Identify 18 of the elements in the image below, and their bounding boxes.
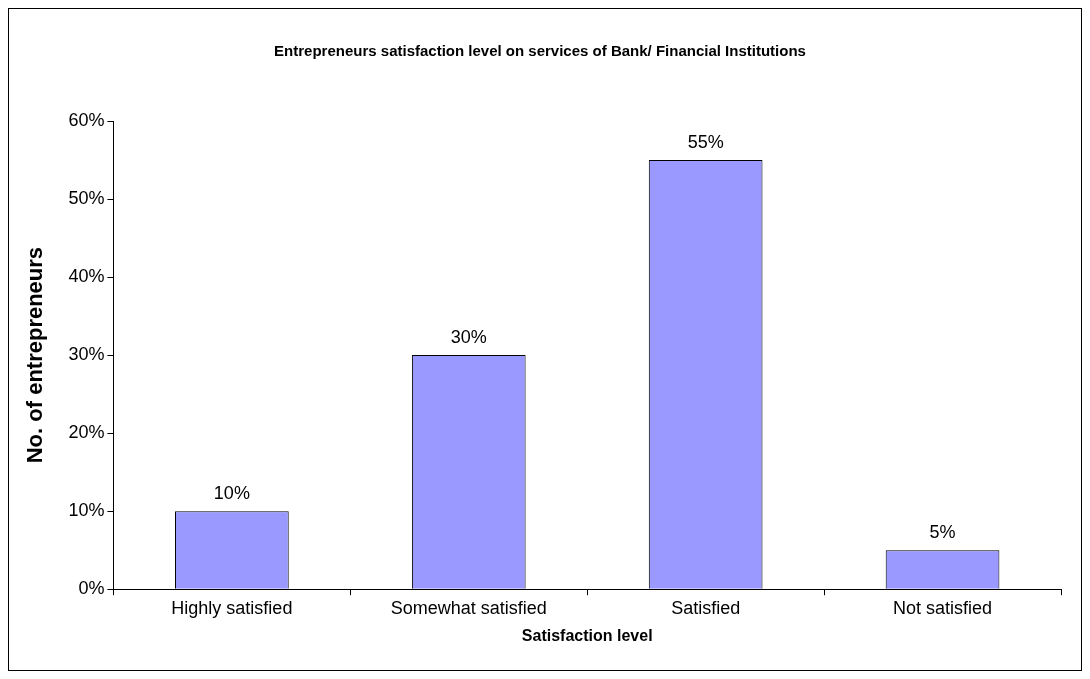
data-label: 5%: [929, 522, 956, 543]
data-label: 30%: [450, 327, 487, 348]
y-tick-label: 10%: [68, 500, 105, 521]
y-tick-label: 20%: [68, 422, 105, 443]
x-tick-label: Not satisfied: [893, 597, 993, 618]
y-tick-label: 40%: [68, 266, 105, 287]
x-tick-label: Highly satisfied: [171, 597, 293, 618]
y-tick-label: 30%: [68, 344, 105, 365]
y-tick-label: 0%: [78, 578, 105, 599]
data-label: 10%: [213, 483, 250, 504]
x-axis-title: Satisfaction level: [521, 626, 653, 644]
x-tick-label: Satisfied: [671, 597, 741, 618]
y-tick-label: 60%: [68, 109, 105, 130]
y-tick-label: 50%: [68, 188, 105, 208]
x-tick-label: Somewhat satisfied: [390, 597, 547, 618]
data-label: 55%: [687, 131, 724, 152]
chart-title: Entrepreneurs satisfaction level on services of Bank/ Financial Institutions: [274, 42, 806, 60]
y-axis-title: No. of entrepreneurs: [22, 246, 48, 464]
